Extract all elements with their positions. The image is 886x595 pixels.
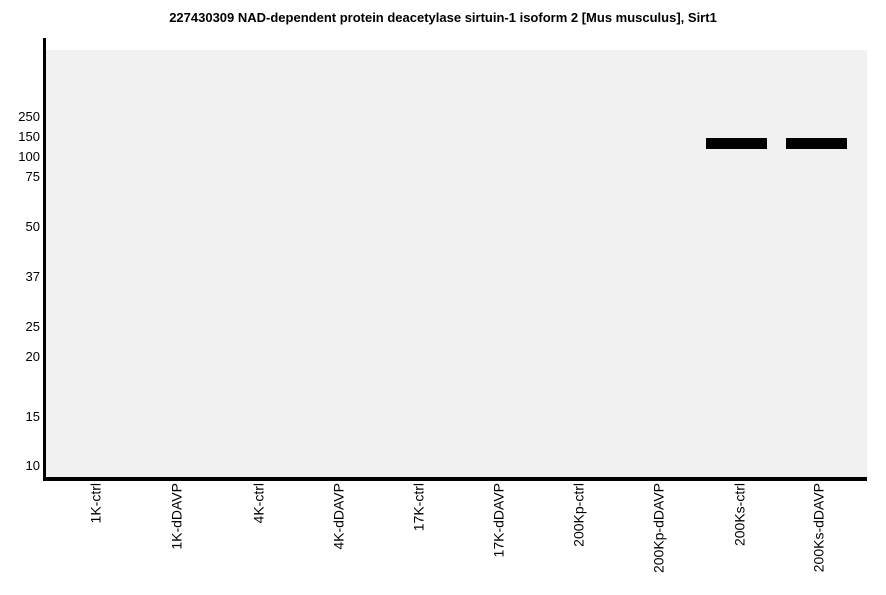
x-lane-label-200kp-ddavp: 200Kp-dDAVP bbox=[650, 483, 667, 574]
x-lane-label-1k-ctrl: 1K-ctrl bbox=[87, 483, 104, 524]
x-lane-label-200kp-ctrl: 200Kp-ctrl bbox=[570, 483, 587, 547]
x-lane-label-17k-ddavp: 17K-dDAVP bbox=[490, 483, 507, 558]
y-tick-label-250: 250 bbox=[18, 109, 40, 124]
y-tick-label-100: 100 bbox=[18, 149, 40, 164]
protein-band-200ks-ddavp bbox=[786, 138, 847, 149]
x-axis-line bbox=[43, 477, 867, 481]
y-tick-label-10: 10 bbox=[25, 458, 40, 473]
protein-band-200ks-ctrl bbox=[706, 138, 767, 149]
x-lane-label-4k-ctrl: 4K-ctrl bbox=[250, 483, 267, 524]
y-tick-label-37: 37 bbox=[25, 269, 40, 284]
y-tick-label-150: 150 bbox=[18, 129, 40, 144]
y-tick-label-15: 15 bbox=[25, 409, 40, 424]
x-lane-label-4k-ddavp: 4K-dDAVP bbox=[330, 483, 347, 550]
chart-title: 227430309 NAD-dependent protein deacetyl… bbox=[169, 10, 717, 25]
x-lane-label-200ks-ctrl: 200Ks-ctrl bbox=[731, 483, 748, 547]
y-tick-label-20: 20 bbox=[25, 349, 40, 364]
x-lane-label-17k-ctrl: 17K-ctrl bbox=[410, 483, 427, 532]
y-axis-line bbox=[43, 38, 46, 481]
y-tick-label-25: 25 bbox=[25, 319, 40, 334]
y-tick-label-75: 75 bbox=[25, 169, 40, 184]
x-lane-label-1k-ddavp: 1K-dDAVP bbox=[168, 483, 185, 550]
x-lane-label-200ks-ddavp: 200Ks-dDAVP bbox=[810, 483, 827, 573]
y-tick-label-50: 50 bbox=[25, 219, 40, 234]
plot-area bbox=[46, 50, 867, 477]
